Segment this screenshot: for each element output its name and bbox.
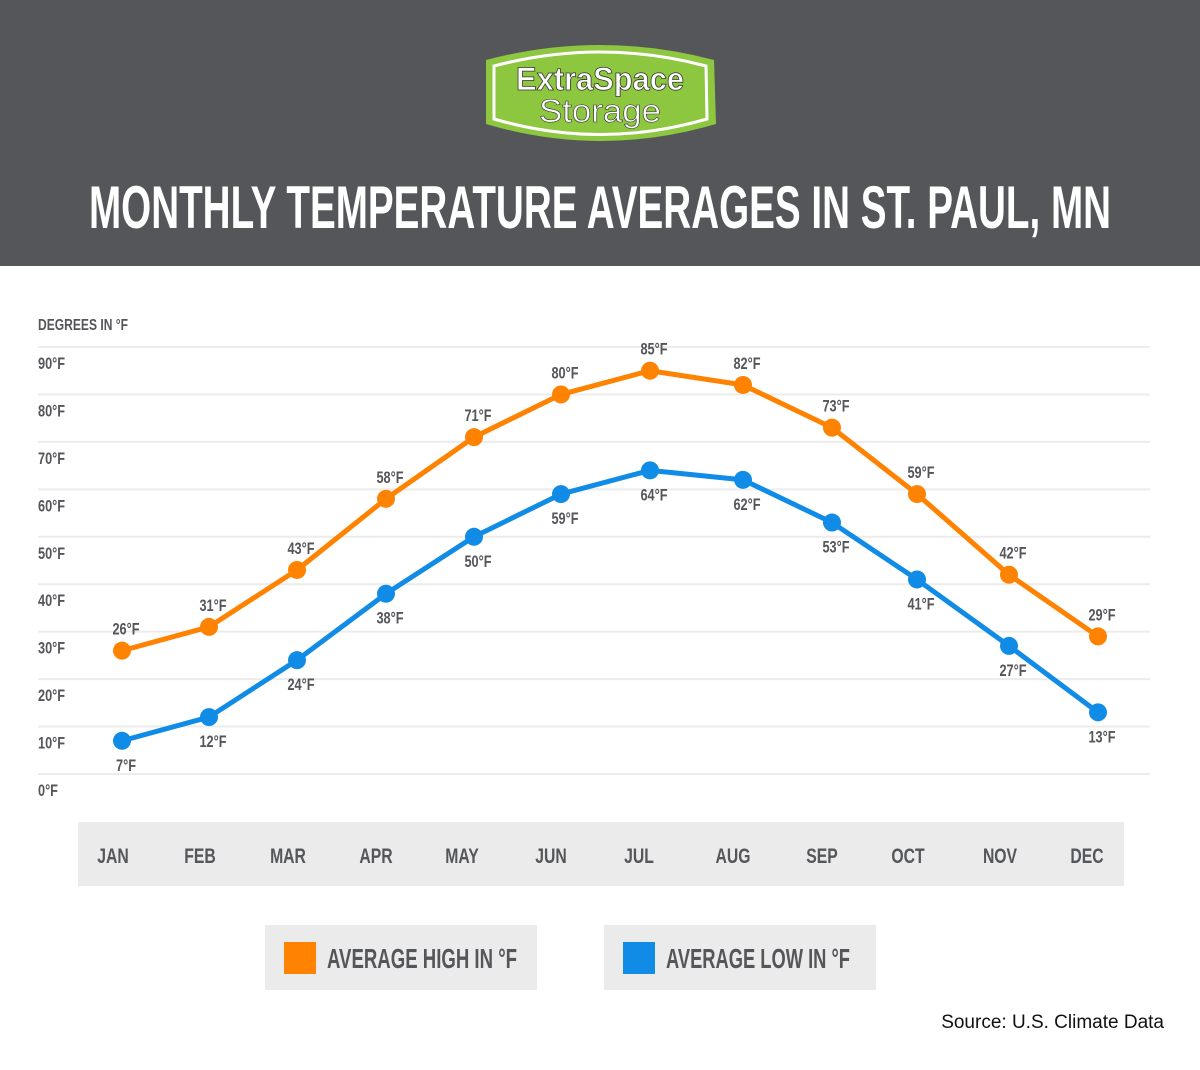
data-point bbox=[377, 584, 395, 603]
page-title: MONTHLY TEMPERATURE AVERAGES IN ST. PAUL… bbox=[89, 174, 1111, 241]
x-tick-label: OCT bbox=[891, 844, 925, 868]
data-label: 29°F bbox=[1088, 606, 1115, 625]
data-label: 24°F bbox=[287, 675, 314, 694]
logo-border bbox=[492, 50, 709, 136]
y-tick-label: 20°F bbox=[38, 686, 65, 705]
y-tick-labels: 0°F 10°F 20°F 30°F 40°F 50°F 60°F 70°F 80°F 90°F bbox=[38, 354, 65, 800]
data-label: 41°F bbox=[907, 595, 934, 614]
data-point bbox=[908, 570, 926, 589]
data-point bbox=[734, 375, 752, 394]
logo: ExtraSpace Storage bbox=[486, 45, 716, 141]
x-tick-label: SEP bbox=[806, 844, 838, 868]
y-tick-label: 30°F bbox=[38, 639, 65, 658]
data-point bbox=[288, 560, 306, 579]
legend-swatch-high bbox=[284, 942, 316, 974]
data-label: 31°F bbox=[199, 596, 226, 615]
data-point bbox=[113, 731, 131, 750]
x-tick-label: JAN bbox=[97, 844, 128, 868]
data-point bbox=[1089, 703, 1107, 722]
x-tick-label: JUN bbox=[535, 844, 566, 868]
data-label: 64°F bbox=[640, 486, 667, 505]
series-high: 26°F 31°F 43°F 58°F 71°F 80°F 85°F 82°F 73°F 59°F… bbox=[112, 340, 1116, 660]
x-tick-label: MAY bbox=[445, 844, 479, 868]
legend-label-low: AVERAGE LOW IN °F bbox=[666, 943, 850, 974]
data-point bbox=[734, 470, 752, 489]
data-label: 80°F bbox=[551, 364, 578, 383]
data-point bbox=[1000, 636, 1018, 655]
data-point bbox=[377, 489, 395, 508]
data-point bbox=[1089, 627, 1107, 646]
y-axis-label: DEGREES IN °F bbox=[38, 317, 128, 334]
y-tick-label: 80°F bbox=[38, 402, 65, 421]
data-point bbox=[113, 641, 131, 660]
data-label: 82°F bbox=[733, 354, 760, 373]
data-point bbox=[200, 617, 218, 636]
data-label: 53°F bbox=[822, 538, 849, 557]
x-tick-label: FEB bbox=[184, 844, 215, 868]
x-tick-label: JUL bbox=[624, 844, 654, 868]
series-line bbox=[121, 368, 1100, 654]
y-tick-label: 60°F bbox=[38, 497, 65, 516]
legend: AVERAGE HIGH IN °F AVERAGE LOW IN °F bbox=[265, 925, 876, 990]
data-point bbox=[1000, 565, 1018, 584]
data-label: 62°F bbox=[733, 495, 760, 514]
legend-swatch-low bbox=[623, 942, 655, 974]
data-label: 43°F bbox=[287, 539, 314, 558]
x-tick-label: NOV bbox=[983, 844, 1018, 868]
x-tick-label: AUG bbox=[716, 844, 751, 868]
data-label: 59°F bbox=[907, 463, 934, 482]
data-point bbox=[823, 513, 841, 532]
data-label: 85°F bbox=[640, 340, 667, 359]
data-point bbox=[465, 428, 483, 447]
series-low: 7°F 12°F 24°F 38°F 50°F 59°F 64°F 62°F 53°F 41°F 2… bbox=[113, 461, 1116, 775]
logo-line2: Storage bbox=[539, 93, 661, 129]
data-label: 27°F bbox=[999, 661, 1026, 680]
data-label: 12°F bbox=[199, 732, 226, 751]
series-layer: 26°F 31°F 43°F 58°F 71°F 80°F 85°F 82°F 73°F 59°F… bbox=[112, 340, 1115, 775]
data-point bbox=[288, 651, 306, 670]
legend-label-high: AVERAGE HIGH IN °F bbox=[327, 943, 517, 974]
x-tick-label: APR bbox=[359, 844, 393, 868]
x-tick-label: MAR bbox=[270, 844, 306, 868]
x-tick-labels: JAN FEB MAR APR MAY JUN JUL AUG SEP OCT NOV DEC bbox=[97, 844, 1103, 868]
logo-line1: ExtraSpace bbox=[516, 61, 684, 97]
y-tick-label: 70°F bbox=[38, 449, 65, 468]
gridlines bbox=[38, 346, 1150, 775]
y-tick-label: 50°F bbox=[38, 544, 65, 563]
x-tick-label: DEC bbox=[1070, 844, 1103, 868]
y-tick-label: 40°F bbox=[38, 592, 65, 611]
data-label: 71°F bbox=[464, 406, 491, 425]
data-label: 50°F bbox=[464, 552, 491, 571]
source-note: Source: U.S. Climate Data bbox=[941, 1012, 1164, 1033]
data-label: 42°F bbox=[999, 544, 1026, 563]
logo-badge bbox=[486, 45, 716, 141]
data-point bbox=[552, 485, 570, 504]
data-label: 73°F bbox=[822, 397, 849, 416]
data-point bbox=[641, 461, 659, 480]
data-point bbox=[908, 485, 926, 504]
x-axis-band bbox=[78, 822, 1124, 886]
series-line bbox=[121, 467, 1100, 744]
data-point bbox=[200, 708, 218, 727]
data-point bbox=[823, 418, 841, 437]
data-point bbox=[552, 385, 570, 404]
data-label: 58°F bbox=[376, 468, 403, 487]
data-label: 13°F bbox=[1088, 728, 1115, 747]
y-tick-label: 0°F bbox=[38, 781, 58, 800]
data-label: 7°F bbox=[116, 756, 136, 775]
data-point bbox=[465, 527, 483, 546]
data-label: 59°F bbox=[551, 509, 578, 528]
data-label: 26°F bbox=[112, 620, 139, 639]
y-tick-label: 10°F bbox=[38, 734, 65, 753]
y-tick-label: 90°F bbox=[38, 354, 65, 373]
data-label: 38°F bbox=[376, 609, 403, 628]
data-point bbox=[641, 361, 659, 380]
